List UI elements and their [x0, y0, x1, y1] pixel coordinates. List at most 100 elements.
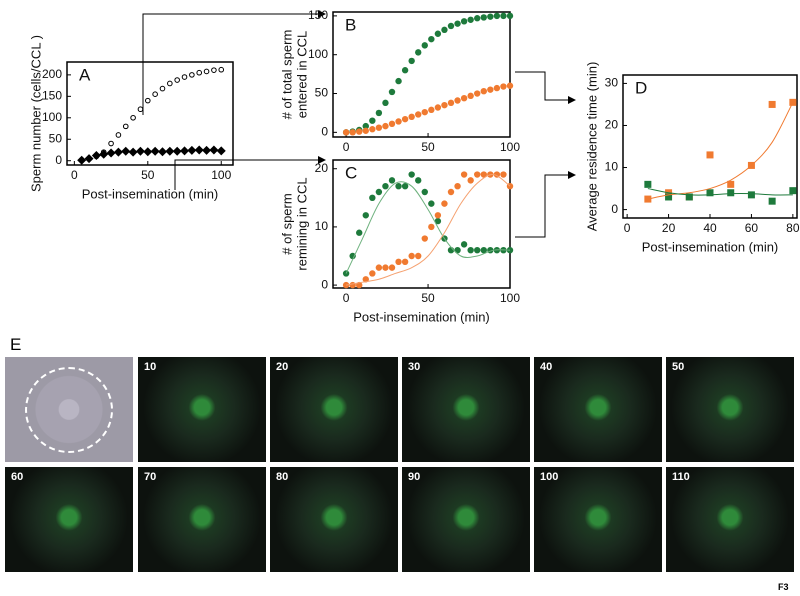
point [401, 258, 409, 266]
point [106, 148, 116, 158]
point [441, 26, 448, 34]
point [167, 80, 173, 87]
y-tick-label: 0 [611, 202, 618, 216]
time-label: 80 [276, 471, 289, 483]
time-label: 50 [672, 361, 685, 373]
point [349, 252, 356, 260]
point [408, 113, 415, 121]
point [362, 122, 369, 130]
x-tick-label: 0 [343, 140, 350, 154]
x-tick-label: 100 [500, 291, 520, 305]
point [428, 35, 435, 43]
point [157, 147, 167, 157]
point [128, 147, 138, 157]
point [480, 171, 487, 178]
point [187, 145, 197, 155]
point [342, 281, 350, 289]
point [421, 108, 428, 116]
point [180, 146, 190, 156]
point [408, 57, 415, 65]
fluorescence-image: 60 [5, 467, 133, 572]
point [474, 15, 481, 22]
y-tick-label: 50 [49, 131, 63, 145]
y-tick-label: 150 [42, 89, 62, 103]
point [211, 67, 217, 73]
point [388, 177, 396, 184]
point [108, 140, 114, 147]
point [349, 281, 356, 289]
point [467, 16, 474, 23]
x-tick-label: 60 [745, 221, 759, 235]
point [209, 145, 219, 155]
panel-label: D [635, 78, 647, 97]
plot-frame [66, 61, 234, 166]
point [727, 180, 735, 188]
time-label: 10 [144, 361, 157, 373]
time-label: 20 [276, 361, 289, 373]
point [77, 155, 87, 165]
point [122, 123, 129, 130]
point [460, 171, 468, 178]
point [447, 99, 455, 107]
point [382, 264, 389, 271]
point [382, 99, 389, 107]
point [356, 128, 363, 135]
point [706, 189, 714, 197]
point [375, 109, 383, 117]
point [421, 235, 428, 242]
x-tick-label: 100 [500, 140, 520, 154]
point [202, 145, 212, 155]
point [434, 104, 442, 111]
y-tick-label: 0 [321, 125, 328, 139]
point [706, 151, 714, 159]
point [480, 14, 487, 21]
fluorescence-image: 40 [534, 357, 662, 462]
point [421, 188, 428, 196]
point [369, 194, 376, 202]
point [356, 229, 363, 236]
point [487, 86, 494, 93]
arrows [142, 10, 576, 238]
point [454, 182, 461, 190]
point [375, 124, 383, 131]
point [467, 246, 474, 254]
point [121, 146, 131, 156]
point [447, 188, 455, 196]
point [441, 200, 448, 207]
plot-frame [332, 11, 511, 138]
point [216, 146, 226, 156]
y-axis-label: Average residence time (min) [584, 62, 599, 232]
point [388, 264, 396, 271]
x-tick-label: 0 [624, 221, 631, 235]
point [144, 97, 151, 104]
panel-label: A [79, 65, 91, 84]
y-tick-label: 20 [605, 118, 619, 132]
y-tick-label: 0 [321, 277, 328, 291]
x-tick-label: 80 [786, 221, 800, 235]
point [401, 67, 409, 74]
point [493, 12, 501, 20]
point [395, 258, 402, 266]
point [428, 223, 435, 231]
point [375, 188, 383, 196]
point [415, 49, 422, 56]
point [172, 146, 182, 156]
point [150, 146, 160, 156]
point [467, 92, 474, 100]
point [500, 12, 507, 20]
point [196, 69, 203, 76]
point [369, 270, 376, 277]
point [130, 114, 136, 121]
point [395, 182, 402, 190]
y-tick-label: 100 [42, 110, 62, 124]
y-tick-label: 50 [315, 86, 329, 100]
point [181, 74, 188, 80]
y-axis-label: # of sperm [279, 193, 294, 254]
fit-line [346, 174, 511, 286]
point [727, 189, 735, 197]
y-tick-label: 10 [605, 160, 619, 174]
point [369, 126, 376, 133]
x-tick-label: 0 [343, 291, 350, 305]
point [165, 146, 175, 156]
